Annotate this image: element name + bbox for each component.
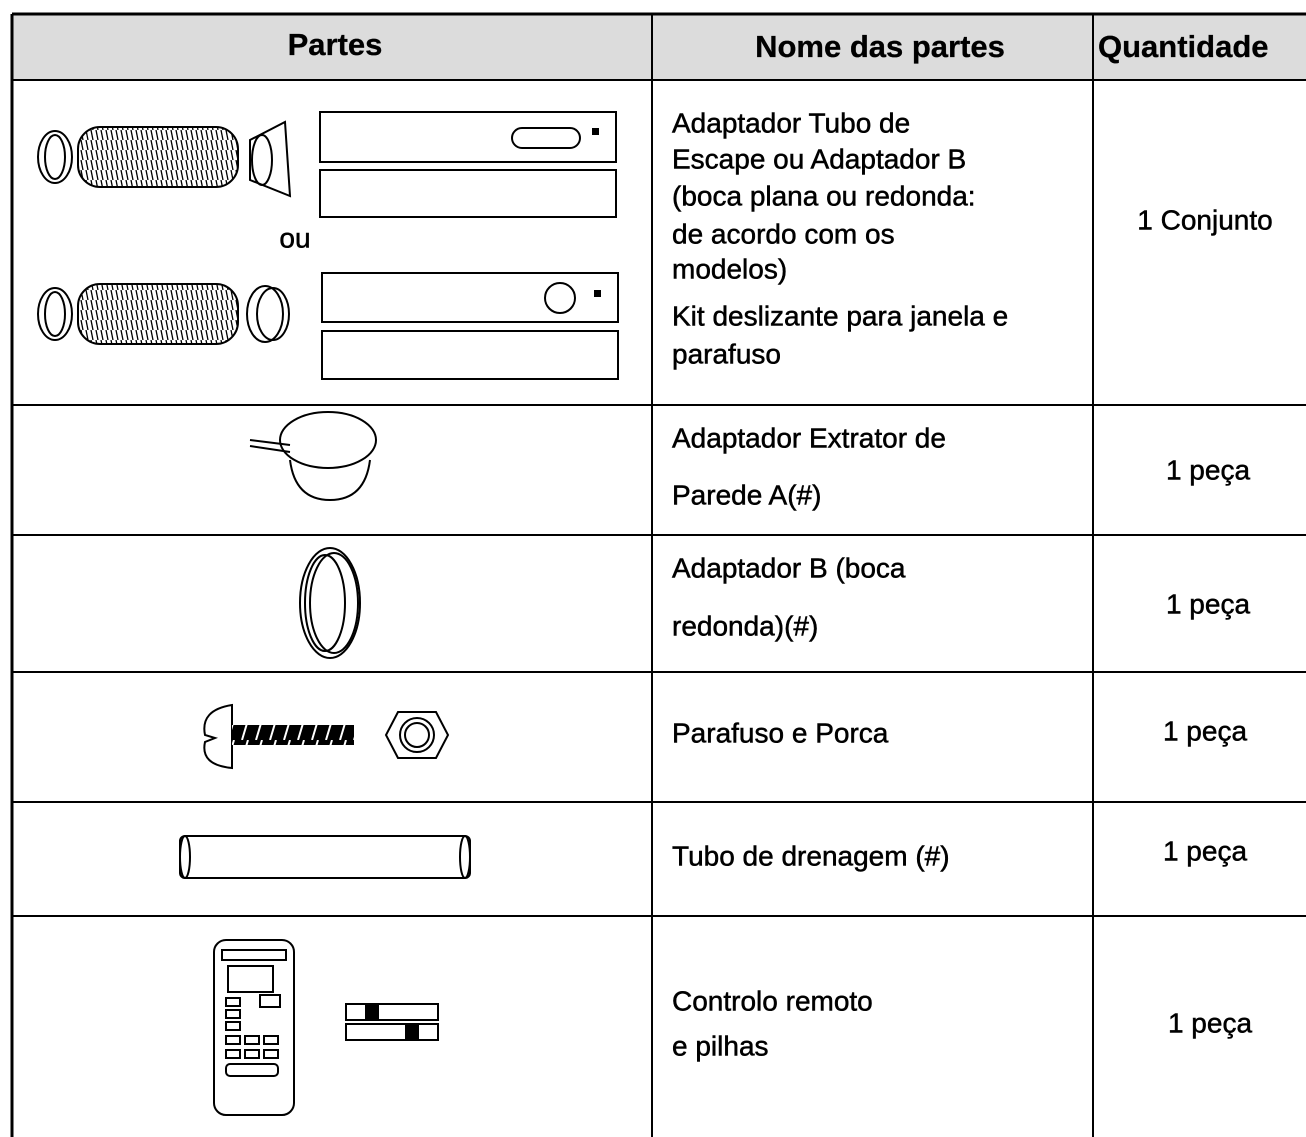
part-name: Kit deslizante para janela e bbox=[672, 300, 1008, 331]
quantity: 1 peça bbox=[1166, 454, 1250, 485]
hose-round-illustration bbox=[37, 283, 290, 345]
screw-nut-illustration bbox=[203, 703, 450, 770]
part-name: Tubo de drenagem (#) bbox=[672, 840, 950, 871]
header-bg bbox=[12, 14, 1306, 80]
row-3: Adaptador B (boca redonda)(#) 1 peça bbox=[672, 552, 1251, 642]
or-label: ou bbox=[279, 222, 310, 253]
row-2: Adaptador Extrator de Parede A(#) 1 peça bbox=[672, 422, 1251, 511]
part-name: e pilhas bbox=[672, 1030, 769, 1061]
quantity: 1 peça bbox=[1163, 835, 1247, 866]
part-name: Adaptador Extrator de bbox=[672, 422, 946, 453]
part-name: Parede A(#) bbox=[672, 479, 821, 510]
wall-adapter-illustration bbox=[249, 411, 377, 502]
part-name: modelos) bbox=[672, 253, 787, 284]
part-name: Parafuso e Porca bbox=[672, 717, 889, 748]
window-slider-illustration bbox=[319, 111, 619, 380]
row-4: Parafuso e Porca 1 peça bbox=[672, 715, 1248, 749]
part-name: (boca plana ou redonda: bbox=[672, 180, 976, 211]
quantity: 1 peça bbox=[1166, 588, 1250, 619]
header-cell: Quantidade bbox=[1098, 29, 1269, 64]
header-cell: Nome das partes bbox=[755, 29, 1005, 64]
part-name: Controlo remoto bbox=[672, 985, 873, 1016]
row-6: Controlo remoto e pilhas 1 peça bbox=[672, 985, 1253, 1062]
part-name: Adaptador Tubo de bbox=[672, 107, 910, 138]
part-name: Escape ou Adaptador B bbox=[672, 143, 966, 174]
quantity: 1 peça bbox=[1163, 715, 1247, 746]
row-5: Tubo de drenagem (#) 1 peça bbox=[672, 835, 1248, 872]
row-1: Adaptador Tubo de Escape ou Adaptador B … bbox=[672, 107, 1273, 370]
quantity: 1 peça bbox=[1168, 1007, 1252, 1038]
hose-flat-illustration bbox=[37, 120, 292, 198]
part-name: parafuso bbox=[672, 338, 781, 369]
header-cell: Partes bbox=[288, 27, 383, 62]
part-name: de acordo com os bbox=[672, 218, 895, 249]
round-adapter-illustration bbox=[299, 547, 361, 659]
quantity: 1 Conjunto bbox=[1137, 204, 1272, 235]
part-name: Adaptador B (boca bbox=[672, 552, 906, 583]
part-name: redonda)(#) bbox=[672, 610, 818, 641]
drain-tube-illustration bbox=[179, 835, 471, 879]
table-grid bbox=[10, 12, 1306, 1137]
remote-batteries-illustration bbox=[213, 939, 439, 1116]
